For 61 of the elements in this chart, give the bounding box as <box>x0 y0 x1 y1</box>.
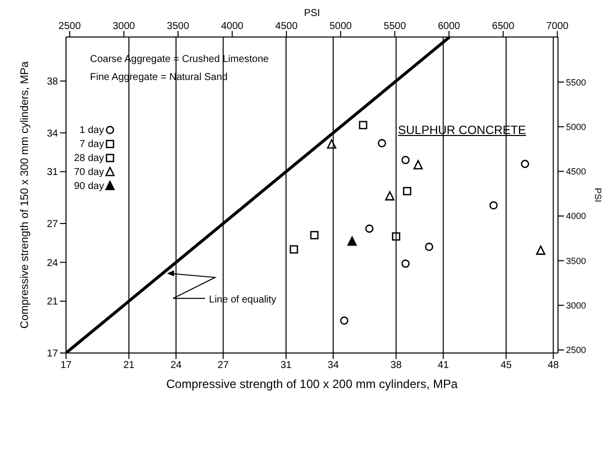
point <box>365 224 374 233</box>
legend-label: 7 day <box>80 138 104 150</box>
y2-tick-label: 4500 <box>566 166 586 177</box>
y2-tick-label: 2500 <box>566 345 586 356</box>
point <box>340 316 348 325</box>
x2-tick-label: 5500 <box>384 21 406 32</box>
point <box>358 120 368 130</box>
y-tick-label: 34 <box>46 128 58 140</box>
point <box>413 160 423 170</box>
x-tick-label: 45 <box>500 360 512 372</box>
point <box>290 245 298 254</box>
legend-label: 1 day <box>80 124 104 136</box>
x2-tick-label: 2500 <box>58 21 82 32</box>
x2-tick-label: 4500 <box>275 21 298 32</box>
legend-label: 90 day <box>74 180 104 192</box>
x2-tick-label: 6000 <box>438 21 461 32</box>
x2-axis-title: PSI <box>304 8 320 20</box>
y2-tick-label: 4000 <box>566 211 586 222</box>
point <box>347 236 357 246</box>
point <box>327 139 336 149</box>
x2-tick-label: 4000 <box>221 21 244 32</box>
y2-axis-title: PSI <box>592 188 602 202</box>
y2-tick-label: 5500 <box>566 77 586 88</box>
x-tick-label: 48 <box>548 360 560 372</box>
y-tick-label: 24 <box>46 258 58 269</box>
point <box>378 139 386 148</box>
y2-tick-label: 5000 <box>566 122 586 132</box>
legend-label: 70 day <box>74 166 104 178</box>
y-tick-label: 31 <box>46 167 58 178</box>
x-tick-label: 27 <box>218 360 230 372</box>
x2-tick-label: 3500 <box>166 21 190 32</box>
x2-tick-label: 3000 <box>112 21 136 32</box>
x-tick-label: 38 <box>390 360 402 372</box>
x2-tick-label: 6500 <box>492 21 515 32</box>
x-tick-label: 21 <box>123 360 135 372</box>
point <box>536 246 546 255</box>
point <box>310 231 319 240</box>
point <box>489 201 498 210</box>
y-tick-label: 21 <box>46 296 58 308</box>
point <box>401 156 410 164</box>
x-tick-label: 17 <box>60 360 72 372</box>
x-tick-label: 34 <box>328 360 340 372</box>
point <box>402 186 412 196</box>
x-axis-title: Compressive strength of 100 x 200 mm cylinders, MPa <box>166 377 458 391</box>
point <box>520 160 530 168</box>
x2-tick-label: 5000 <box>329 21 352 32</box>
point <box>424 242 434 251</box>
y-tick-label: 27 <box>46 219 58 230</box>
point <box>385 191 394 200</box>
x-tick-label: 24 <box>170 360 182 372</box>
legend-label: 28 day <box>74 152 104 164</box>
x-tick-label: 41 <box>438 360 450 372</box>
y-axis-title: Compressive strength of 150 x 300 mm cylinders, MPa <box>18 60 31 329</box>
y-tick-label: 38 <box>46 76 58 88</box>
x-tick-label: 31 <box>280 360 292 372</box>
y-tick-label: 17 <box>46 348 58 360</box>
point <box>392 232 400 241</box>
point <box>401 259 410 268</box>
x2-tick-label: 7000 <box>546 21 569 32</box>
y2-tick-label: 3500 <box>566 256 586 266</box>
y2-tick-label: 3000 <box>566 300 586 311</box>
